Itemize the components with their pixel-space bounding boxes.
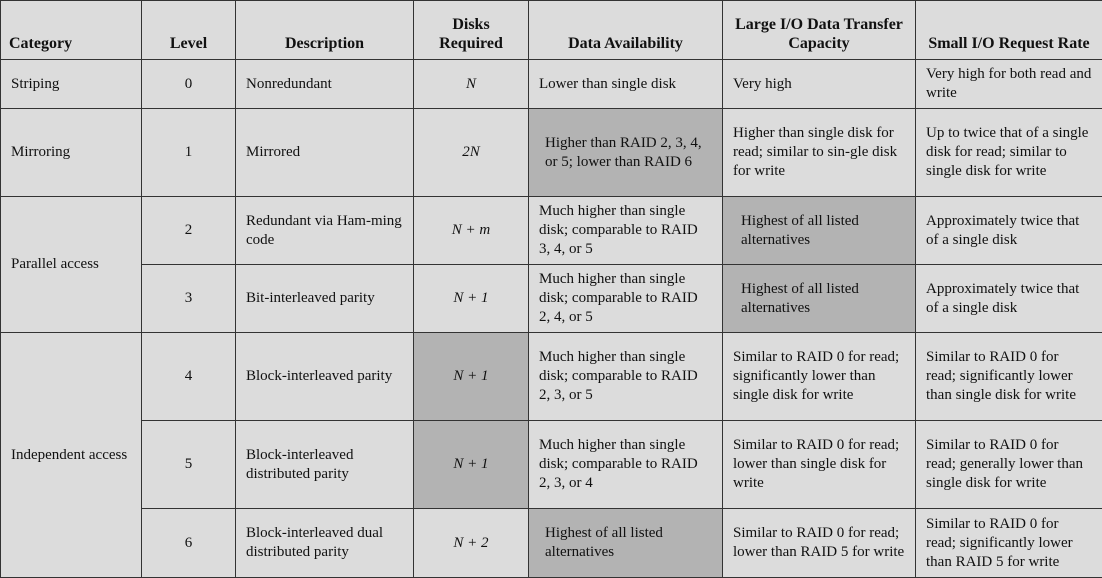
description-cell: Nonredundant (236, 60, 414, 109)
level-cell: 2 (142, 197, 236, 265)
availability-cell: Higher than RAID 2, 3, 4, or 5; lower th… (529, 109, 723, 197)
small-io-cell: Similar to RAID 0 for read; significantl… (916, 509, 1102, 578)
level-cell: 1 (142, 109, 236, 197)
table-row: 6 Block-interleaved dual distributed par… (1, 509, 1102, 578)
header-category: Category (1, 1, 142, 60)
category-cell: Mirroring (1, 109, 142, 197)
large-io-cell: Similar to RAID 0 for read; lower than R… (723, 509, 916, 578)
description-cell: Mirrored (236, 109, 414, 197)
header-small-io-rate: Small I/O Request Rate (916, 1, 1102, 60)
table-row: 5 Block-interleaved distributed parity N… (1, 421, 1102, 509)
availability-cell: Much higher than single disk; comparable… (529, 197, 723, 265)
large-io-cell: Higher than single disk for read; simila… (723, 109, 916, 197)
large-io-cell: Very high (723, 60, 916, 109)
disks-cell: 2N (414, 109, 529, 197)
disks-cell: N + 2 (414, 509, 529, 578)
disks-cell: N + m (414, 197, 529, 265)
description-cell: Block-interleaved dual distributed parit… (236, 509, 414, 578)
availability-cell: Much higher than single disk; comparable… (529, 333, 723, 421)
level-cell: 0 (142, 60, 236, 109)
small-io-cell: Similar to RAID 0 for read; significantl… (916, 333, 1102, 421)
large-io-cell: Highest of all listed alternatives (723, 265, 916, 333)
large-io-cell: Highest of all listed alternatives (723, 197, 916, 265)
availability-cell: Highest of all listed alternatives (529, 509, 723, 578)
table-row: 3 Bit-interleaved parity N + 1 Much high… (1, 265, 1102, 333)
small-io-cell: Approximately twice that of a single dis… (916, 265, 1102, 333)
header-data-availability: Data Availability (529, 1, 723, 60)
header-description: Description (236, 1, 414, 60)
small-io-cell: Approximately twice that of a single dis… (916, 197, 1102, 265)
large-io-cell: Similar to RAID 0 for read; lower than s… (723, 421, 916, 509)
availability-cell: Lower than single disk (529, 60, 723, 109)
level-cell: 4 (142, 333, 236, 421)
small-io-cell: Up to twice that of a single disk for re… (916, 109, 1102, 197)
availability-cell: Much higher than single disk; comparable… (529, 265, 723, 333)
description-cell: Bit-interleaved parity (236, 265, 414, 333)
large-io-cell: Similar to RAID 0 for read; significantl… (723, 333, 916, 421)
table-row: Mirroring 1 Mirrored 2N Higher than RAID… (1, 109, 1102, 197)
level-cell: 6 (142, 509, 236, 578)
category-cell: Independent access (1, 333, 142, 578)
small-io-cell: Similar to RAID 0 for read; generally lo… (916, 421, 1102, 509)
availability-cell: Much higher than single disk; comparable… (529, 421, 723, 509)
disks-cell: N + 1 (414, 265, 529, 333)
header-disks-required: Disks Required (414, 1, 529, 60)
disks-cell: N + 1 (414, 421, 529, 509)
disks-cell: N + 1 (414, 333, 529, 421)
disks-cell: N (414, 60, 529, 109)
table-row: Independent access 4 Block-interleaved p… (1, 333, 1102, 421)
category-cell: Striping (1, 60, 142, 109)
header-level: Level (142, 1, 236, 60)
description-cell: Block-interleaved parity (236, 333, 414, 421)
header-row: Category Level Description Disks Require… (1, 1, 1102, 60)
description-cell: Redundant via Ham-ming code (236, 197, 414, 265)
header-large-io-capacity: Large I/O Data Transfer Capacity (723, 1, 916, 60)
category-cell: Parallel access (1, 197, 142, 333)
small-io-cell: Very high for both read and write (916, 60, 1102, 109)
table-row: Parallel access 2 Redundant via Ham-ming… (1, 197, 1102, 265)
level-cell: 3 (142, 265, 236, 333)
level-cell: 5 (142, 421, 236, 509)
table-row: Striping 0 Nonredundant N Lower than sin… (1, 60, 1102, 109)
description-cell: Block-interleaved distributed parity (236, 421, 414, 509)
